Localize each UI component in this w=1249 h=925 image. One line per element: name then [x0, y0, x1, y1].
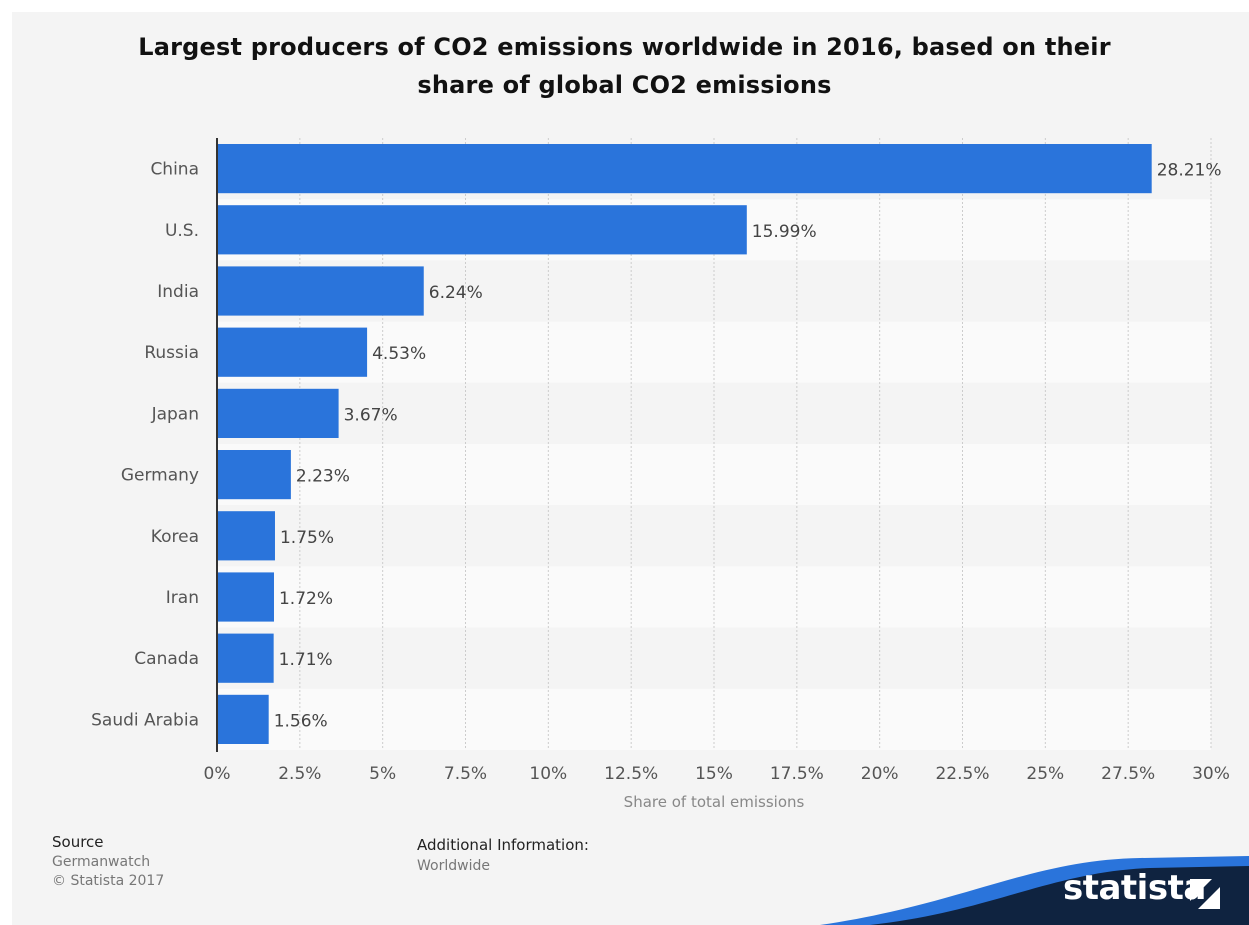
x-tick-label: 15%: [695, 764, 733, 784]
statista-s-icon: [1190, 879, 1220, 909]
row-band: [217, 382, 1211, 444]
x-tick-label: 5%: [369, 764, 396, 784]
additional-info-label: Additional Information:: [417, 836, 589, 854]
source-copyright: © Statista 2017: [52, 873, 165, 889]
x-tick-label: 10%: [529, 764, 567, 784]
data-label: 1.75%: [280, 528, 334, 548]
chart-title: Largest producers of CO2 emissions world…: [0, 28, 1249, 104]
chart-title-line-2: share of global CO2 emissions: [417, 71, 832, 99]
source-label: Source: [52, 833, 104, 851]
x-tick-label: 27.5%: [1101, 764, 1155, 784]
statista-logo[interactable]: statista: [1063, 868, 1206, 908]
bar: [217, 572, 274, 622]
data-label: 1.56%: [274, 711, 328, 731]
data-label: 4.53%: [372, 344, 426, 364]
data-label: 1.71%: [279, 650, 333, 670]
category-label: Iran: [166, 588, 199, 608]
bar: [217, 266, 424, 316]
bar: [217, 633, 274, 683]
category-label: Germany: [121, 466, 199, 486]
x-tick-label: 0%: [204, 764, 231, 784]
data-label: 1.72%: [279, 589, 333, 609]
category-label: China: [150, 160, 199, 180]
additional-info-value: Worldwide: [417, 858, 490, 874]
data-label: 3.67%: [344, 405, 398, 425]
bar: [217, 694, 269, 744]
bar: [217, 327, 368, 377]
row-band: [217, 566, 1211, 628]
category-label: Canada: [134, 649, 199, 669]
category-label: India: [157, 282, 199, 302]
category-label: Russia: [144, 343, 199, 363]
bar: [217, 388, 339, 438]
x-tick-label: 7.5%: [444, 764, 487, 784]
bar: [217, 205, 747, 255]
data-label: 15.99%: [752, 222, 817, 242]
x-tick-label: 20%: [861, 764, 899, 784]
data-label: 2.23%: [296, 467, 350, 487]
x-tick-label: 22.5%: [935, 764, 989, 784]
brand-wave-dark: [870, 866, 1249, 925]
category-label: Japan: [151, 404, 199, 424]
data-label: 6.24%: [429, 283, 483, 303]
x-tick-label: 25%: [1026, 764, 1064, 784]
x-axis-title: Share of total emissions: [624, 793, 805, 811]
x-tick-label: 2.5%: [278, 764, 321, 784]
chart-title-line-1: Largest producers of CO2 emissions world…: [138, 33, 1111, 61]
x-tick-label: 17.5%: [770, 764, 824, 784]
category-label: Saudi Arabia: [91, 710, 199, 730]
source-name: Germanwatch: [52, 854, 151, 870]
bar: [217, 511, 275, 561]
x-tick-label: 30%: [1192, 764, 1230, 784]
x-tick-label: 12.5%: [604, 764, 658, 784]
category-label: Korea: [151, 527, 199, 547]
bar: [217, 144, 1152, 194]
bar: [217, 450, 291, 500]
category-label: U.S.: [165, 221, 199, 241]
data-label: 28.21%: [1157, 161, 1222, 181]
